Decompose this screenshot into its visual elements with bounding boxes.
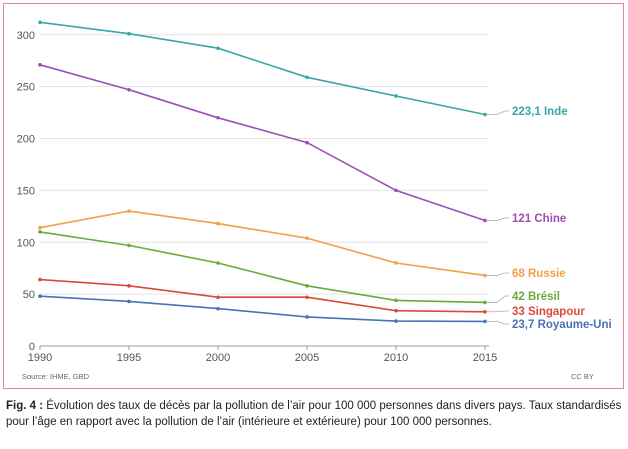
caption-text: Évolution des taux de décès par la pollu… <box>6 400 622 428</box>
x-tick-label: 2010 <box>384 352 408 364</box>
x-tick-label: 2005 <box>295 352 319 364</box>
series-end-label: 121 Chine <box>512 213 566 225</box>
data-point <box>483 300 487 305</box>
x-tick-label: 1990 <box>28 352 52 364</box>
data-point <box>38 277 42 282</box>
data-point <box>483 112 487 117</box>
y-tick-label: 0 <box>29 341 35 353</box>
data-point <box>483 309 487 314</box>
data-point <box>394 94 398 98</box>
data-point <box>483 218 487 223</box>
x-tick-label: 2015 <box>473 352 497 364</box>
data-point <box>305 140 309 145</box>
y-tick-label: 300 <box>17 30 35 42</box>
data-point <box>216 115 220 120</box>
leader-line <box>487 110 509 115</box>
y-tick-label: 250 <box>17 82 35 94</box>
data-point <box>483 319 487 324</box>
data-point <box>216 295 220 300</box>
leader-line <box>487 295 509 303</box>
caption-label: Fig. 4 : <box>6 400 44 412</box>
series-end-label: 68 Russie <box>512 268 566 280</box>
data-point <box>127 209 131 213</box>
data-point <box>305 315 309 319</box>
x-tick-label: 2000 <box>206 352 230 364</box>
series-end-label: 223,1 Inde <box>512 106 568 118</box>
data-point <box>38 63 42 67</box>
data-point <box>216 46 220 51</box>
chart-frame <box>3 3 624 389</box>
data-point <box>483 273 487 278</box>
data-point <box>216 221 220 226</box>
series-line-russie <box>39 210 486 277</box>
series-line-royaume-uni <box>39 295 486 323</box>
y-tick-label: 50 <box>23 289 35 301</box>
line-chart: 0 50 100 150 200 250 300 1990 1995 2000 2005 2010 2… <box>17 20 612 381</box>
data-point <box>305 236 309 240</box>
data-point <box>394 319 398 323</box>
data-point <box>394 188 398 193</box>
series-line-singapour <box>39 278 486 313</box>
series-end-label: 33 Singapour <box>512 306 585 318</box>
data-point <box>38 294 42 299</box>
y-axis-ticks: 0 50 100 150 200 250 300 <box>17 30 35 353</box>
data-point <box>127 87 131 92</box>
data-point <box>127 31 131 36</box>
data-point <box>394 308 398 313</box>
gridlines <box>40 34 489 347</box>
series-end-label: 42 Brésil <box>512 291 560 303</box>
y-tick-label: 150 <box>17 185 35 197</box>
series-line-chine <box>39 64 486 222</box>
data-point <box>127 284 131 288</box>
x-axis-ticks: 1990 1995 2000 2005 2010 2015 <box>28 346 497 364</box>
y-tick-label: 200 <box>17 134 35 146</box>
series-end-label: 23,7 Royaume-Uni <box>512 319 612 331</box>
series-line-inde <box>39 21 486 116</box>
series-lines <box>38 20 487 324</box>
data-point <box>216 306 220 311</box>
data-point <box>216 261 220 265</box>
data-point <box>394 298 398 303</box>
leader-line <box>487 217 509 221</box>
figure-caption: Fig. 4 : Évolution des taux de décès par… <box>6 398 626 430</box>
data-point <box>305 295 309 300</box>
data-point <box>127 243 131 248</box>
series-line-brésil <box>39 231 486 304</box>
leader-line <box>487 310 509 313</box>
license-note: CC BY <box>571 372 594 381</box>
data-point <box>38 230 42 234</box>
leader-line <box>487 272 509 276</box>
data-point <box>127 299 131 304</box>
data-point <box>38 20 42 25</box>
y-tick-label: 100 <box>17 237 35 249</box>
source-note: Source: IHME, GBD <box>22 372 90 381</box>
end-labels: 223,1 Inde 121 Chine 68 Russie 42 Brésil 33 … <box>487 106 612 331</box>
data-point <box>305 284 309 288</box>
data-point <box>38 225 42 230</box>
x-tick-label: 1995 <box>117 352 141 364</box>
data-point <box>305 75 309 80</box>
data-point <box>394 261 398 265</box>
leader-line <box>487 321 509 325</box>
